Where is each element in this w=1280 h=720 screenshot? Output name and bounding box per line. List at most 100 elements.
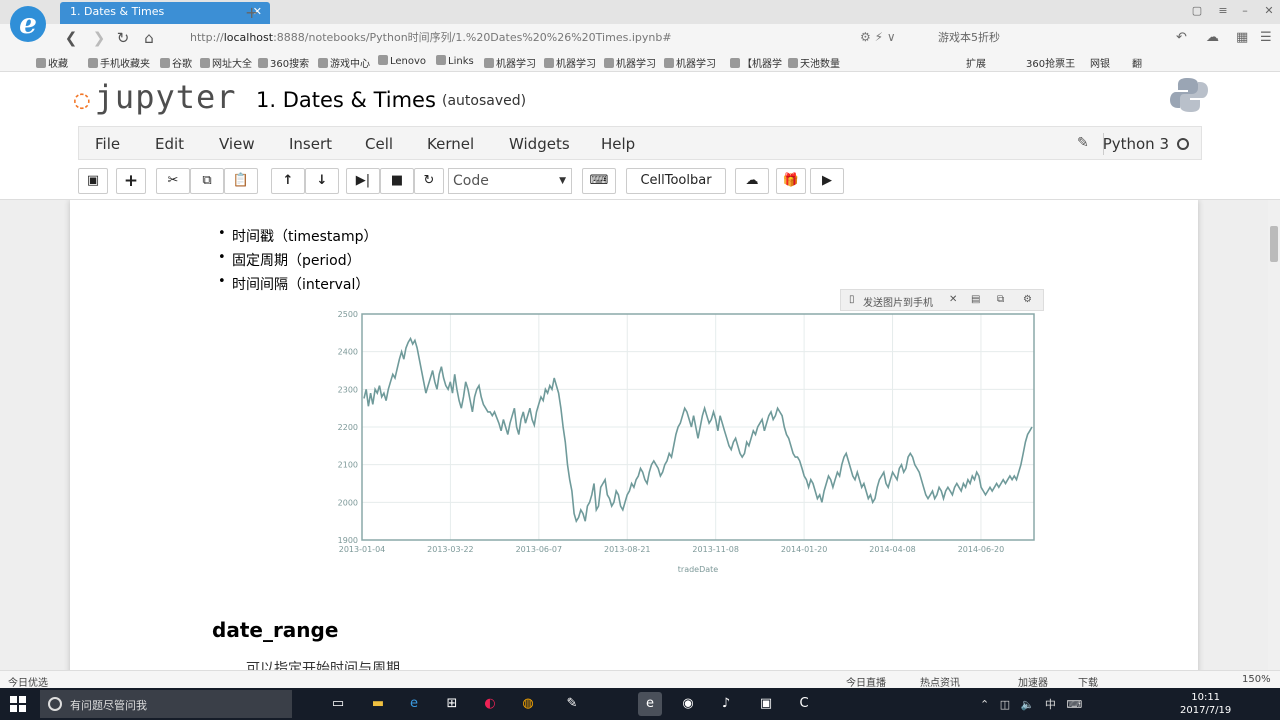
keyboard-icon[interactable]: ⌨ [1066, 698, 1083, 711]
save-image-icon[interactable]: ▤ [971, 294, 981, 305]
browser-tab[interactable]: 1. Dates & Times ✕ [60, 2, 270, 24]
hamburger-icon[interactable]: ☰ [1260, 30, 1272, 45]
save-icon[interactable]: ▣ [78, 168, 108, 194]
insert-cell-below-icon[interactable]: + [116, 168, 146, 194]
menu-view[interactable]: View [219, 135, 255, 153]
bookmark-tool[interactable]: 网银 [1090, 59, 1110, 70]
restart-kernel-icon[interactable]: ↻ [414, 168, 444, 194]
settings-icon[interactable]: ⚙ [1023, 294, 1032, 305]
edge-icon[interactable]: e [410, 696, 418, 711]
bookmark-item[interactable]: 机器学习 [664, 55, 716, 70]
network-icon[interactable]: ◫ [999, 698, 1011, 711]
folder-task-icon[interactable]: ▣ [759, 696, 773, 711]
menu-kernel[interactable]: Kernel [427, 135, 475, 153]
file-explorer-icon[interactable]: ▬ [371, 696, 385, 711]
bookmark-item[interactable]: Lenovo [378, 55, 426, 67]
tray-chevron-icon[interactable]: ⌃ [980, 698, 990, 711]
run-cell-icon[interactable]: ▶| [346, 168, 380, 194]
bookmark-item[interactable]: 天池数量 [788, 55, 840, 70]
paste-icon[interactable]: 📋 [224, 168, 258, 194]
kernel-indicator[interactable]: Python 3 [1103, 135, 1189, 153]
cell-type-select[interactable]: Code ▼ [448, 168, 572, 194]
volume-icon[interactable]: 🔈 [1020, 698, 1035, 711]
copy-image-icon[interactable]: ⧉ [997, 294, 1005, 305]
url-field[interactable]: http://localhost:8888/notebooks/Python时间… [170, 29, 850, 47]
reload-icon[interactable]: ↻ [116, 29, 130, 47]
close-tab-icon[interactable]: ✕ [252, 5, 262, 18]
status-news[interactable]: 热点资讯 [920, 678, 960, 689]
send-to-phone-button[interactable]: 发送图片到手机 [863, 298, 933, 309]
back-icon[interactable]: ❮ [64, 29, 78, 47]
bookmark-item[interactable]: 机器学习 [544, 55, 596, 70]
jupyter-logo[interactable]: ◌ jupyter [74, 78, 237, 116]
bookmarks-bar: 收藏 手机收藏夹 谷歌 网址大全 360搜索 游戏中心 Lenovo Links 机器学习 机器学… [0, 52, 1280, 72]
status-downloads[interactable]: 下载 [1078, 678, 1098, 689]
grid-icon[interactable]: ▦ [1236, 30, 1249, 45]
ime-indicator[interactable]: 中 [1044, 698, 1056, 711]
terminal-task-icon[interactable]: C [799, 696, 809, 711]
bookmark-item[interactable]: Links [436, 55, 474, 67]
vertical-scrollbar[interactable] [1268, 200, 1280, 670]
minimize-icon[interactable]: – [1242, 4, 1248, 17]
close-window-icon[interactable]: ✕ [1264, 4, 1274, 17]
store-icon[interactable]: ⊞ [446, 696, 458, 711]
bookmark-tool[interactable]: 360抢票王 [1026, 59, 1076, 70]
home-icon[interactable]: ⌂ [144, 29, 154, 47]
bookmark-item[interactable]: 【机器学 [730, 55, 782, 70]
forward-icon[interactable]: ❯ [92, 29, 106, 47]
url-path: :8888/notebooks/Python时间序列/1.%20Dates%20… [273, 31, 672, 44]
system-clock[interactable]: 10:11 2017/7/19 [1180, 691, 1231, 717]
music-task-icon[interactable]: ♪ [721, 696, 731, 711]
menu-help[interactable]: Help [601, 135, 636, 153]
media-icon[interactable]: ◐ [484, 696, 496, 711]
command-palette-icon[interactable]: ⌨ [582, 168, 616, 194]
bookmark-item[interactable]: 游戏中心 [318, 55, 370, 70]
move-up-icon[interactable]: ↑ [271, 168, 305, 194]
new-tab-icon[interactable]: + [245, 3, 259, 22]
bookmark-item[interactable]: 收藏 [36, 55, 68, 70]
x-tick-label: 2013-06-07 [516, 545, 563, 554]
bookmark-item[interactable]: 机器学习 [604, 55, 656, 70]
paint-icon[interactable]: ◍ [522, 696, 534, 711]
copy-icon[interactable]: ⧉ [190, 168, 224, 194]
taskbar-search-box[interactable]: 有问题尽管问我 [40, 690, 292, 718]
bookmark-item[interactable]: 机器学习 [484, 55, 536, 70]
browser-search-box[interactable]: 游戏本5折秒 [920, 29, 1060, 47]
status-live[interactable]: 今日直播 [846, 678, 886, 689]
address-tools-icon[interactable]: ⚙ ⚡ ∨ [860, 30, 896, 44]
interrupt-kernel-icon[interactable]: ■ [380, 168, 414, 194]
close-float-icon[interactable]: ✕ [949, 294, 958, 305]
status-today-picks[interactable]: 今日优选 [8, 678, 48, 689]
gift-icon[interactable]: 🎁 [776, 168, 806, 194]
undo-icon[interactable]: ↶ [1176, 30, 1187, 45]
notebook-title[interactable]: 1. Dates & Times [256, 88, 436, 112]
slideshow-icon[interactable]: ▶ [810, 168, 844, 194]
menu-widgets[interactable]: Widgets [509, 135, 570, 153]
cloud-icon[interactable]: ☁ [1206, 30, 1219, 45]
windows-start-icon[interactable] [10, 696, 26, 712]
task-view-icon[interactable]: ▭ [331, 696, 345, 711]
browser-task-icon[interactable]: e [638, 692, 662, 716]
chrome-task-icon[interactable]: ◉ [682, 696, 694, 711]
bookmark-item[interactable]: 360搜索 [258, 55, 309, 70]
cut-icon[interactable]: ✂ [156, 168, 190, 194]
menu-edit[interactable]: Edit [155, 135, 185, 153]
upload-cloud-icon[interactable]: ☁ [735, 168, 769, 194]
restore-skin-icon[interactable]: ▢ [1191, 4, 1203, 17]
menu-file[interactable]: File [95, 135, 121, 153]
series-line [363, 336, 1033, 524]
bookmark-item[interactable]: 手机收藏夹 [88, 55, 150, 70]
menu-insert[interactable]: Insert [289, 135, 333, 153]
move-down-icon[interactable]: ↓ [305, 168, 339, 194]
menu-cell[interactable]: Cell [365, 135, 394, 153]
scroll-thumb[interactable] [1270, 226, 1278, 262]
note-app-icon[interactable]: ✎ [566, 696, 578, 711]
bookmark-item[interactable]: 谷歌 [160, 55, 192, 70]
bookmark-tool[interactable]: 扩展 [966, 59, 986, 70]
celltoolbar-button[interactable]: CellToolbar [626, 168, 726, 194]
zoom-level[interactable]: 150% [1242, 674, 1271, 685]
bookmark-item[interactable]: 网址大全 [200, 55, 252, 70]
menu-icon[interactable]: ≡ [1218, 4, 1228, 17]
status-accelerator[interactable]: 加速器 [1018, 678, 1048, 689]
bookmark-tool[interactable]: 翻 [1132, 59, 1142, 70]
